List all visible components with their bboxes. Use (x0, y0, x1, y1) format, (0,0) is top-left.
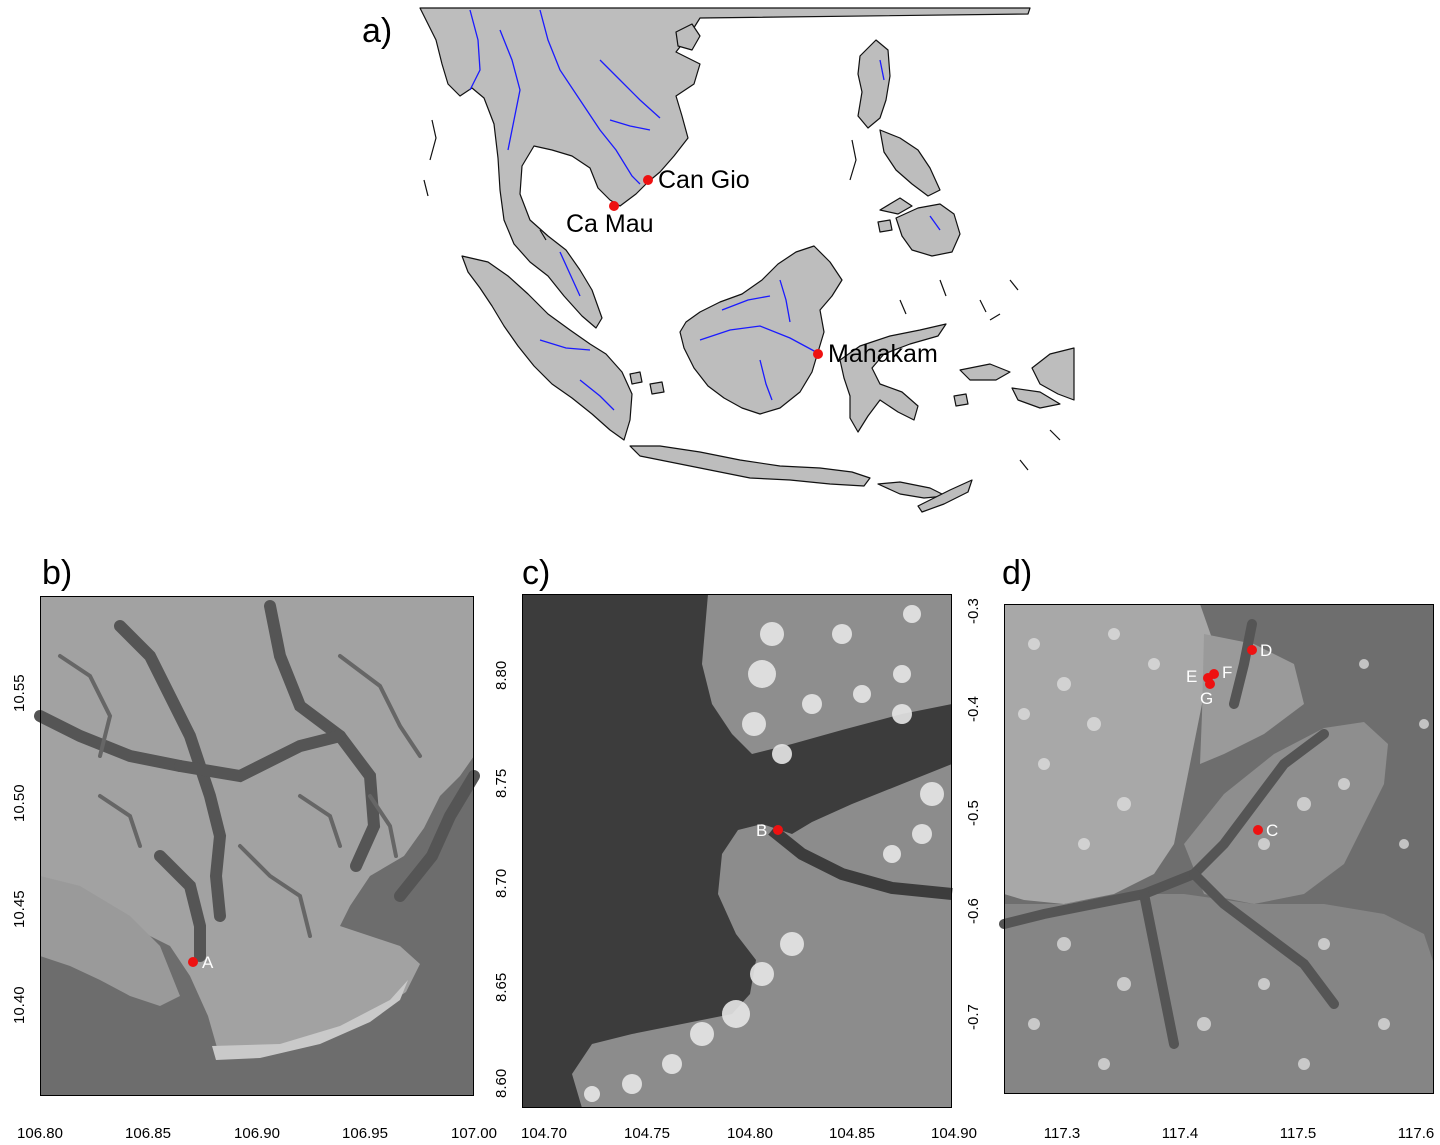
panel-b-label: b) (42, 554, 73, 592)
panel-c-xtick-1: 104.75 (624, 1125, 670, 1142)
southeast-asia-map: Can Gio Ca Mau Mahakam (419, 7, 1075, 513)
site-g-marker (1205, 679, 1215, 689)
panel-b-ytick-2: 10.50 (11, 784, 28, 822)
site-e-label: E (1186, 667, 1197, 686)
panel-c-xtick-0: 104.70 (521, 1125, 567, 1142)
panel-c-xtick-2: 104.80 (727, 1125, 773, 1142)
panel-c-label: c) (522, 554, 551, 592)
panel-d-ytick-1: -0.4 (965, 696, 982, 722)
panel-b-xtick-4: 107.00 (451, 1125, 497, 1142)
panel-d-ytick-2: -0.5 (965, 800, 982, 826)
mekong-river (539, 9, 641, 185)
panel-b-ytick-3: 10.55 (11, 674, 28, 712)
ca-mau-satellite: B (522, 594, 953, 1108)
panel-c-ytick-2: 8.70 (493, 868, 510, 898)
lesser-sunda-islands (877, 481, 947, 499)
site-a-marker (188, 957, 198, 967)
panel-d-xtick-2: 117.5 (1279, 1125, 1317, 1142)
site-b-label: B (756, 821, 767, 840)
panel-c-ytick-1: 8.65 (493, 972, 510, 1002)
can-gio-marker (643, 175, 653, 185)
panel-c-ytick-4: 8.80 (493, 660, 510, 690)
can-gio-satellite: A (34, 596, 480, 1096)
hainan-island (675, 23, 701, 51)
site-b-marker (773, 825, 783, 835)
sumatra-island (461, 255, 633, 441)
mahakam-satellite: D E F G C (999, 604, 1434, 1094)
site-label-mahakam: Mahakam (828, 340, 938, 368)
luzon-island (857, 39, 891, 129)
site-g-label: G (1200, 689, 1213, 708)
site-a-label: A (202, 953, 214, 972)
panel-c-xtick-3: 104.85 (829, 1125, 875, 1142)
ca-mau-marker (609, 201, 619, 211)
panel-d-ytick-3: -0.6 (965, 898, 982, 924)
site-f-label: F (1222, 663, 1232, 682)
panel-b-xtick-2: 106.90 (234, 1125, 280, 1142)
panel-d-label: d) (1002, 554, 1033, 592)
panel-c-ytick-0: 8.60 (493, 1068, 510, 1098)
panel-c-xtick-4: 104.90 (931, 1125, 977, 1142)
panel-d-xtick-1: 117.4 (1161, 1125, 1199, 1142)
borneo-island (679, 245, 843, 415)
panel-b-ytick-0: 10.40 (11, 986, 28, 1024)
new-guinea-edge (1031, 347, 1075, 401)
panel-d-xtick-0: 117.3 (1043, 1125, 1081, 1142)
panel-d-ytick-0: -0.3 (965, 598, 982, 624)
mindanao-island (895, 203, 961, 257)
site-c-label: C (1266, 821, 1278, 840)
panel-d-xtick-3: 117.6 (1397, 1125, 1435, 1142)
panel-a-label: a) (362, 12, 393, 50)
panel-b-ytick-1: 10.45 (11, 890, 28, 928)
java-island (629, 445, 871, 487)
mahakam-marker (813, 349, 823, 359)
site-c-marker (1253, 825, 1263, 835)
panel-b-xtick-0: 106.80 (17, 1125, 63, 1142)
site-d-label: D (1260, 641, 1272, 660)
sulawesi-island (839, 323, 947, 433)
panel-c-ytick-3: 8.75 (493, 768, 510, 798)
panel-b-xtick-3: 106.95 (342, 1125, 388, 1142)
panel-b-xtick-1: 106.85 (125, 1125, 171, 1142)
panel-d-ytick-4: -0.7 (965, 1004, 982, 1030)
site-d-marker (1247, 645, 1257, 655)
site-label-can-gio: Can Gio (658, 166, 750, 194)
site-label-ca-mau: Ca Mau (566, 210, 654, 238)
